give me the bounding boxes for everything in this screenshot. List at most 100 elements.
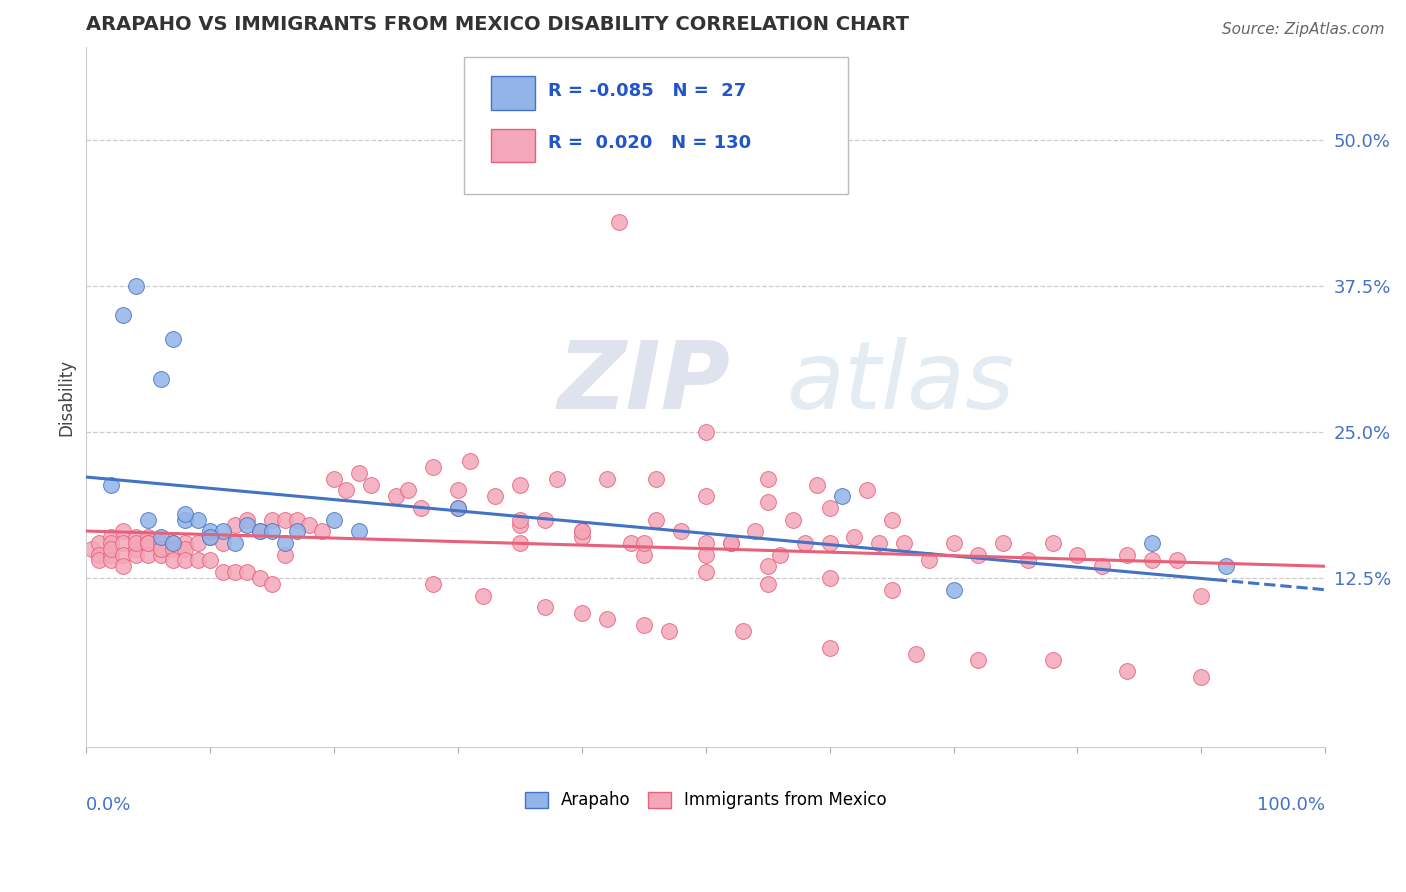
Point xyxy=(669,524,692,539)
Point xyxy=(756,495,779,509)
Point xyxy=(87,553,110,567)
Point xyxy=(782,513,804,527)
Point xyxy=(249,571,271,585)
Text: atlas: atlas xyxy=(786,337,1015,428)
Point xyxy=(571,524,593,539)
Point xyxy=(100,477,122,491)
Text: R = -0.085   N =  27: R = -0.085 N = 27 xyxy=(548,82,747,100)
Point xyxy=(211,565,233,579)
Point xyxy=(396,483,419,498)
Legend: Arapaho, Immigrants from Mexico: Arapaho, Immigrants from Mexico xyxy=(517,785,894,816)
Point xyxy=(298,518,321,533)
Point xyxy=(509,477,531,491)
Point xyxy=(162,536,184,550)
Point xyxy=(87,536,110,550)
Point xyxy=(756,577,779,591)
Point xyxy=(744,524,766,539)
Point xyxy=(918,553,941,567)
Point xyxy=(409,500,432,515)
Point xyxy=(720,536,742,550)
Point xyxy=(149,372,172,386)
Point xyxy=(818,641,841,656)
Point xyxy=(509,513,531,527)
Text: ZIP: ZIP xyxy=(557,337,730,429)
Point xyxy=(942,582,965,597)
Point xyxy=(262,513,284,527)
Point xyxy=(112,548,135,562)
Point xyxy=(100,536,122,550)
Point xyxy=(149,530,172,544)
Point xyxy=(695,536,717,550)
Text: R =  0.020   N = 130: R = 0.020 N = 130 xyxy=(548,135,752,153)
Point xyxy=(633,536,655,550)
Point xyxy=(422,460,444,475)
Point xyxy=(236,513,259,527)
Point xyxy=(893,536,915,550)
Point xyxy=(818,536,841,550)
Point xyxy=(224,536,246,550)
Point xyxy=(249,524,271,539)
Point xyxy=(125,536,148,550)
FancyBboxPatch shape xyxy=(492,128,534,162)
Point xyxy=(136,530,159,544)
Point xyxy=(262,577,284,591)
Point xyxy=(942,536,965,550)
Point xyxy=(136,513,159,527)
Point xyxy=(607,215,630,229)
Point xyxy=(905,647,928,661)
Point xyxy=(149,541,172,556)
Point xyxy=(198,524,221,539)
Point xyxy=(198,530,221,544)
Point xyxy=(198,530,221,544)
Point xyxy=(633,617,655,632)
Point xyxy=(347,466,370,480)
Point xyxy=(174,536,197,550)
Point xyxy=(460,454,482,468)
Point xyxy=(236,565,259,579)
Text: Source: ZipAtlas.com: Source: ZipAtlas.com xyxy=(1222,22,1385,37)
Point xyxy=(187,553,209,567)
Point xyxy=(1066,548,1088,562)
Point xyxy=(769,548,792,562)
Point xyxy=(1166,553,1188,567)
Point xyxy=(149,536,172,550)
Point xyxy=(87,548,110,562)
Point xyxy=(162,536,184,550)
Point xyxy=(125,541,148,556)
Point xyxy=(149,548,172,562)
Point xyxy=(633,548,655,562)
Point xyxy=(856,483,879,498)
Point xyxy=(174,553,197,567)
Point xyxy=(509,518,531,533)
Point xyxy=(262,524,284,539)
Point xyxy=(360,477,382,491)
Point xyxy=(658,624,681,638)
Point xyxy=(422,577,444,591)
Point xyxy=(285,524,308,539)
Point xyxy=(447,500,470,515)
Point xyxy=(323,472,346,486)
Point xyxy=(136,536,159,550)
Point xyxy=(198,553,221,567)
Point xyxy=(818,571,841,585)
Point xyxy=(273,513,295,527)
Point xyxy=(571,524,593,539)
Point xyxy=(1140,553,1163,567)
Y-axis label: Disability: Disability xyxy=(58,359,75,435)
Point xyxy=(533,513,555,527)
Point xyxy=(273,536,295,550)
Point xyxy=(211,524,233,539)
Point xyxy=(136,548,159,562)
Point xyxy=(967,653,990,667)
Point xyxy=(125,530,148,544)
Point xyxy=(731,624,754,638)
FancyBboxPatch shape xyxy=(464,57,848,194)
Point xyxy=(112,524,135,539)
Point xyxy=(1189,589,1212,603)
Point xyxy=(880,513,903,527)
Point xyxy=(112,559,135,574)
Point xyxy=(187,513,209,527)
Point xyxy=(162,553,184,567)
Point xyxy=(471,589,494,603)
Point xyxy=(385,489,408,503)
